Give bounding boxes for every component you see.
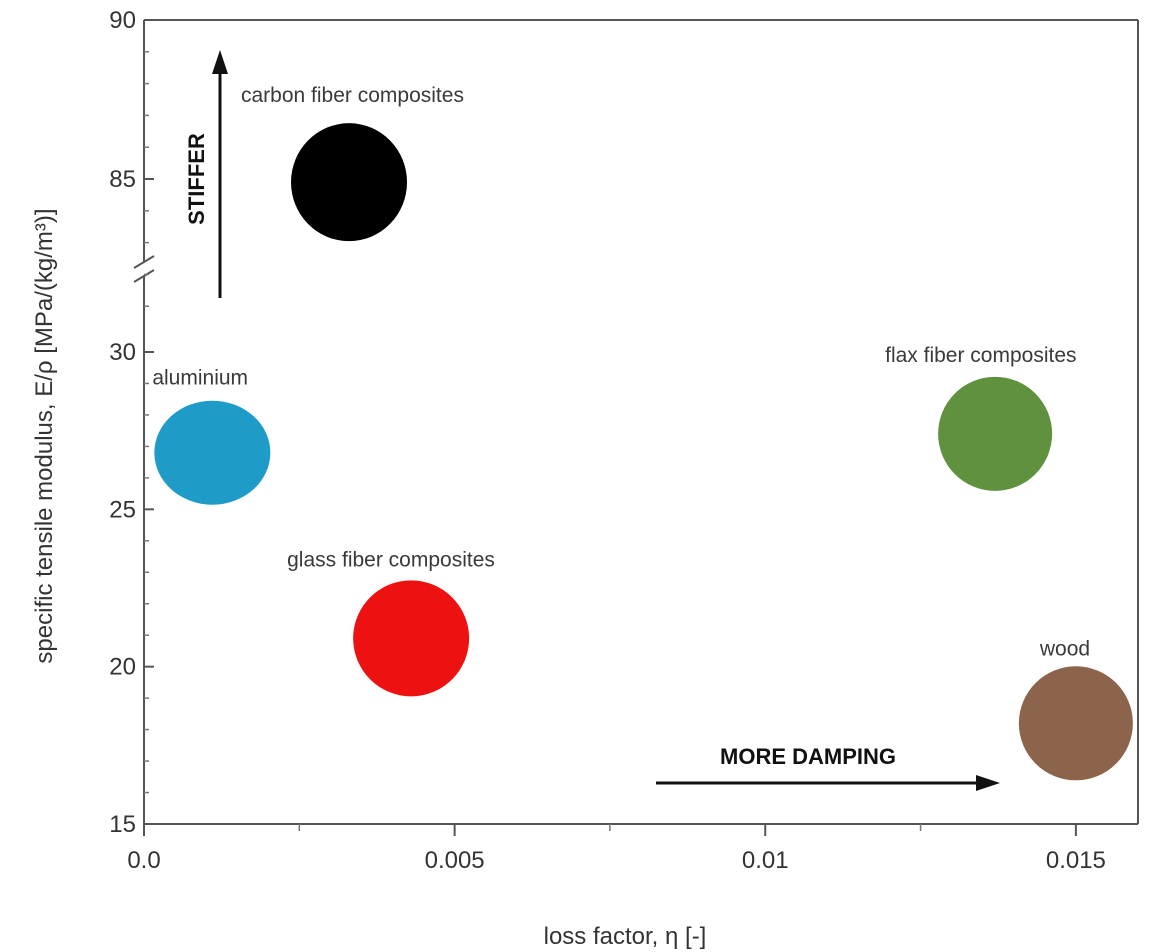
stiffer-annotation: STIFFER bbox=[184, 133, 209, 225]
label-layer: 15 20 25 30 85 90 0.0 0.005 0.01 0.015 carbon fibe… bbox=[109, 7, 1106, 874]
point-aluminium bbox=[154, 400, 271, 505]
x-axis-title: loss factor, η [-] bbox=[544, 923, 707, 950]
point-wood bbox=[1018, 666, 1133, 781]
plot-layer bbox=[133, 19, 1139, 836]
axis-break-mark bbox=[133, 255, 155, 269]
x-tick-label: 0.0 bbox=[127, 847, 160, 874]
x-tick-label: 0.015 bbox=[1046, 847, 1106, 874]
x-tick-label: 0.005 bbox=[425, 847, 485, 874]
point-label-carbon-fiber-composites: carbon fiber composites bbox=[241, 84, 464, 107]
y-tick-label: 15 bbox=[109, 811, 136, 838]
point-carbon-fiber-composites bbox=[291, 123, 408, 242]
point-label-flax-fiber-composites: flax fiber composites bbox=[885, 344, 1076, 367]
point-label-glass-fiber-composites: glass fiber composites bbox=[287, 548, 495, 571]
axis-break-mark bbox=[133, 269, 155, 283]
point-flax-fiber-composites bbox=[938, 376, 1053, 491]
y-tick-label: 25 bbox=[109, 496, 136, 523]
y-tick-label: 85 bbox=[109, 166, 136, 193]
stiffer-arrow-head bbox=[212, 50, 228, 74]
x-tick-label: 0.01 bbox=[742, 847, 789, 874]
point-glass-fiber-composites bbox=[353, 580, 470, 697]
y-tick-label: 30 bbox=[109, 339, 136, 366]
y-tick-label: 90 bbox=[109, 7, 136, 34]
point-label-aluminium: aluminium bbox=[152, 367, 248, 390]
damping-arrow-head bbox=[976, 775, 1000, 791]
damping-annotation: MORE DAMPING bbox=[720, 744, 896, 769]
point-label-wood: wood bbox=[1039, 637, 1090, 660]
y-axis-title: specific tensile modulus, E/ρ [MPa/(kg/m… bbox=[31, 208, 58, 663]
y-tick-label: 20 bbox=[109, 654, 136, 681]
